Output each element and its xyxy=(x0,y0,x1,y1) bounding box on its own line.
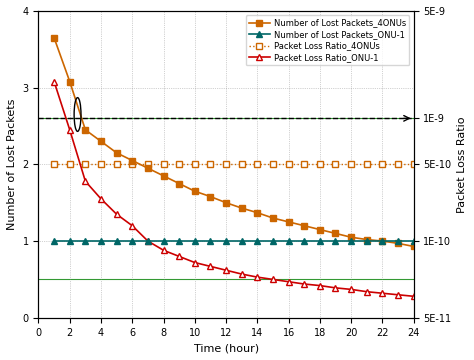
X-axis label: Time (hour): Time (hour) xyxy=(193,343,259,353)
Y-axis label: Packet Loss Ratio: Packet Loss Ratio xyxy=(457,116,467,213)
Y-axis label: Number of Lost Packets: Number of Lost Packets xyxy=(7,99,17,230)
Legend: Number of Lost Packets_4ONUs, Number of Lost Packets_ONU-1, Packet Loss Ratio_4O: Number of Lost Packets_4ONUs, Number of … xyxy=(246,15,410,65)
